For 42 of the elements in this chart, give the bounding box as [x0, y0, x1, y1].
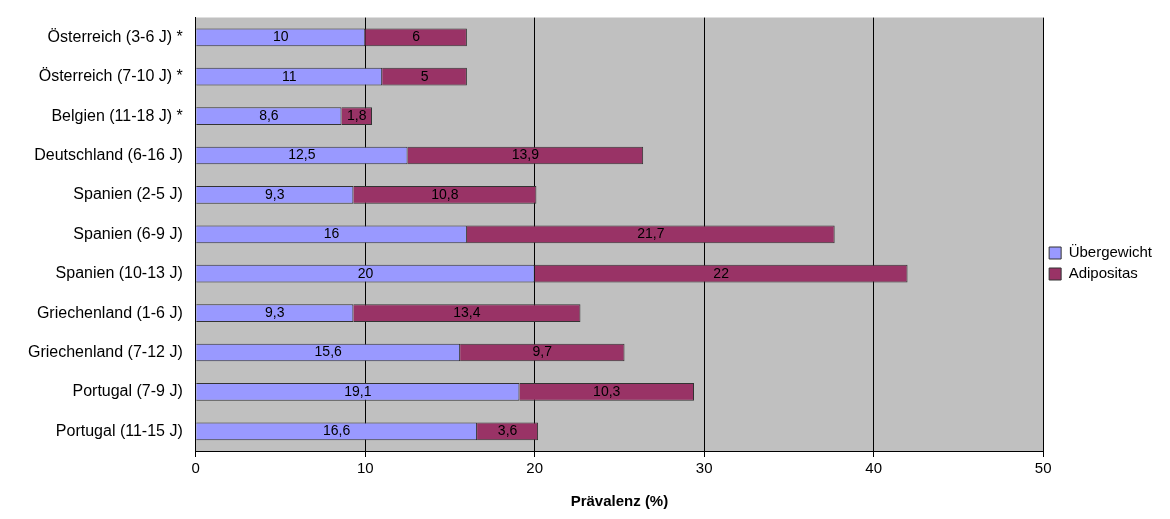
data-label: 21,7	[637, 225, 665, 242]
y-tick-label: Griechenland (1-6 J)	[36, 303, 183, 321]
data-label: 10,3	[593, 382, 621, 399]
x-tick-label: 50	[1034, 459, 1052, 477]
legend-label: Übergewicht	[1068, 243, 1153, 261]
y-tick-label: Spanien (6-9 J)	[73, 224, 183, 242]
y-tick-label: Portugal (11-15 J)	[55, 421, 183, 439]
data-label: 19,1	[344, 382, 372, 399]
data-label: 13,9	[511, 146, 540, 163]
data-label: 8,6	[259, 106, 279, 123]
x-tick-label: 40	[865, 459, 882, 477]
data-label: 5	[420, 67, 429, 84]
data-label: 22	[713, 264, 730, 281]
x-tick-label: 0	[191, 459, 200, 477]
y-tick-label: Portugal (7-9 J)	[72, 382, 183, 400]
data-label: 11	[281, 67, 297, 84]
data-label: 16	[323, 225, 340, 242]
data-label: 10	[272, 28, 289, 45]
y-tick-label: Belgien (11-18 J) *	[51, 106, 183, 124]
data-label: 9,7	[532, 343, 553, 360]
y-tick-label: Österreich (3-6 J) *	[47, 27, 183, 45]
data-label: 6	[412, 28, 421, 45]
data-label: 16,6	[323, 422, 351, 439]
x-tick-label: 10	[356, 459, 374, 477]
data-label: 9,3	[265, 185, 285, 202]
x-tick-label: 30	[695, 459, 713, 477]
y-tick-label: Spanien (10-13 J)	[55, 264, 183, 282]
data-label: 3,6	[497, 422, 518, 439]
y-tick-label: Österreich (7-10 J) *	[38, 67, 183, 85]
data-label: 12,5	[288, 146, 316, 163]
data-label: 15,6	[314, 343, 343, 360]
data-label: 9,3	[265, 303, 285, 320]
y-tick-label: Griechenland (7-12 J)	[27, 342, 183, 360]
data-label: 20	[357, 264, 374, 281]
x-axis-title: Prävalenz (%)	[570, 492, 669, 510]
data-label: 10,8	[431, 185, 459, 202]
legend-label: Adipositas	[1068, 264, 1138, 282]
data-label: 13,4	[453, 303, 481, 320]
y-tick-label: Deutschland (6-16 J)	[34, 145, 183, 163]
x-tick-label: 20	[526, 459, 544, 477]
data-label: 1,8	[347, 106, 367, 123]
y-tick-label: Spanien (2-5 J)	[73, 185, 183, 203]
